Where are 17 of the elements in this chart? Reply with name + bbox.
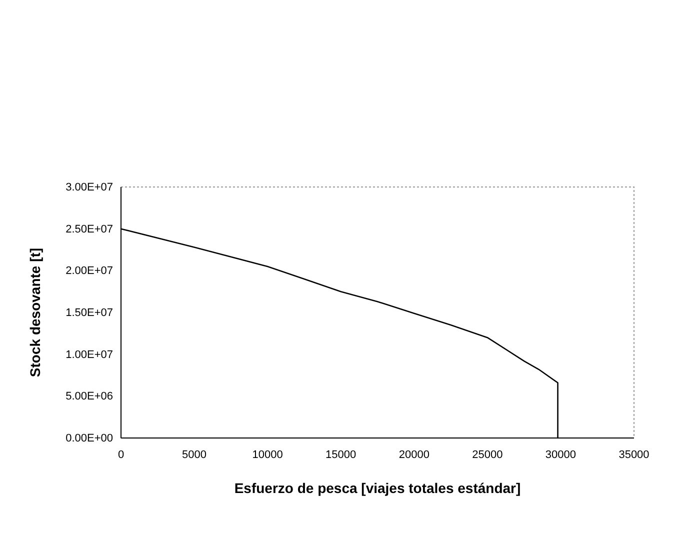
- y-tick-label: 2.50E+07: [66, 223, 113, 236]
- y-axis-title: Stock desovante [t]: [27, 248, 43, 378]
- y-tick-label: 5.00E+06: [66, 390, 113, 403]
- x-tick-label: 5000: [182, 448, 207, 461]
- y-tick-label: 2.00E+07: [66, 265, 113, 278]
- x-tick-label: 30000: [545, 448, 576, 461]
- x-tick-label: 20000: [398, 448, 430, 461]
- y-tick-label: 1.50E+07: [66, 307, 113, 320]
- x-tick-label: 10000: [252, 448, 283, 461]
- y-tick-label: 3.00E+07: [66, 182, 113, 194]
- y-tick-label: 1.00E+07: [66, 348, 113, 361]
- x-axis-title: Esfuerzo de pesca [viajes totales estándar]: [234, 480, 521, 496]
- x-tick-label: 35000: [618, 448, 650, 461]
- x-tick-label: 15000: [326, 448, 356, 461]
- x-tick-label: 0: [118, 448, 124, 461]
- x-tick-label: 25000: [472, 448, 503, 461]
- y-tick-label: 0.00E+00: [66, 432, 113, 445]
